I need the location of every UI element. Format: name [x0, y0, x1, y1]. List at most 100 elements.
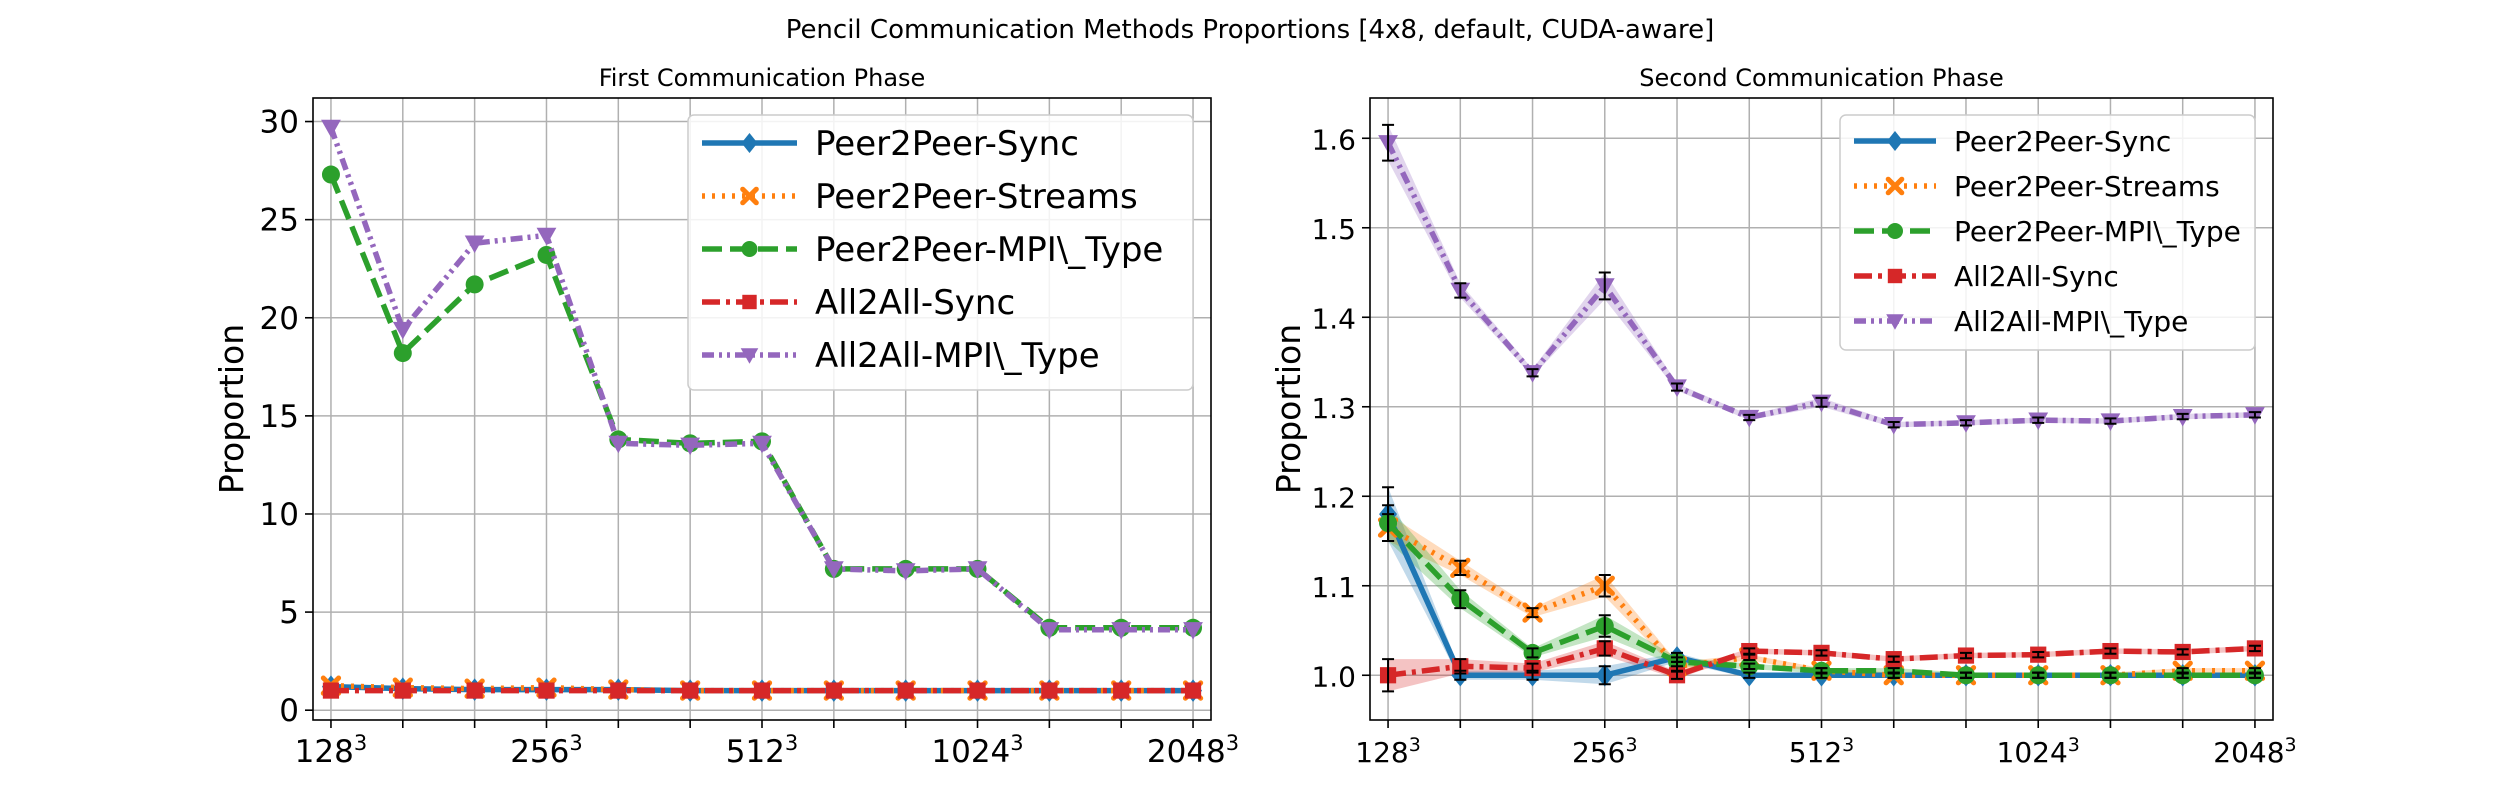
error-bar	[1598, 640, 1611, 657]
legend-label: Peer2Peer-MPI\_Type	[1954, 215, 2241, 248]
error-bar	[1743, 413, 1756, 422]
error-bar	[2248, 411, 2261, 419]
y-tick-label: 1.1	[1311, 571, 1356, 604]
data-point	[466, 682, 483, 699]
error-bar	[1743, 671, 1756, 679]
data-point	[464, 235, 485, 254]
x-tick-label: 5123	[1789, 734, 1855, 769]
y-tick-label: 1.4	[1311, 302, 1356, 335]
x-tick-label: 20483	[1147, 731, 1239, 770]
error-bar	[1454, 589, 1467, 610]
error-bar	[1743, 647, 1756, 655]
error-bar	[1959, 671, 1972, 679]
error-bar	[1815, 396, 1828, 408]
error-bar	[1382, 123, 1395, 162]
error-bar	[1887, 655, 1900, 663]
error-bar	[1671, 656, 1684, 668]
error-bar	[1959, 419, 1972, 427]
panel-title: First Communication Phase	[599, 64, 926, 92]
error-bar	[2176, 412, 2189, 421]
legend-frame	[687, 114, 1194, 391]
error-bar	[1598, 271, 1611, 301]
legend-marker	[742, 294, 757, 310]
legend-label: Peer2Peer-Streams	[1954, 170, 2220, 203]
data-point	[538, 682, 555, 699]
y-tick-label: 5	[279, 595, 299, 631]
error-bar	[1382, 658, 1395, 693]
error-bar	[2032, 650, 2045, 659]
error-bar	[1526, 662, 1539, 674]
x-tick-label: 10243	[931, 731, 1023, 770]
data-point	[680, 437, 701, 456]
y-axis-label: Proportion	[212, 324, 251, 494]
y-tick-label: 1.0	[1311, 660, 1356, 693]
data-point	[393, 344, 412, 363]
data-point	[1041, 682, 1058, 699]
error-bar	[1454, 282, 1467, 299]
error-bar	[1598, 574, 1611, 598]
error-bar	[1887, 667, 1900, 675]
error-bar	[2104, 671, 2117, 679]
error-bar	[2104, 417, 2117, 425]
y-tick-label: 1.5	[1311, 213, 1356, 246]
data-point	[608, 435, 629, 454]
series-5	[321, 119, 1203, 640]
error-bar	[1598, 665, 1611, 686]
error-bar	[2248, 671, 2261, 679]
error-bar	[1671, 382, 1684, 392]
error-bar	[2104, 647, 2117, 655]
data-point	[752, 435, 772, 454]
error-bar	[1454, 658, 1467, 675]
data-point	[1113, 682, 1130, 699]
legend-label: All2All-Sync	[815, 283, 1015, 323]
x-tick-label: 2563	[510, 731, 583, 770]
data-point	[969, 682, 986, 699]
legend-marker	[1886, 314, 1904, 330]
error-bar	[1671, 670, 1684, 680]
data-point	[895, 563, 916, 581]
y-tick-label: 1.6	[1311, 123, 1356, 156]
legend: Peer2Peer-Sync Peer2Peer-Streams Peer2Peer…	[687, 114, 1194, 391]
error-bar	[1454, 559, 1467, 577]
x-tick-label: 1283	[295, 731, 368, 770]
data-point	[394, 682, 411, 699]
error-bar	[2032, 671, 2045, 679]
data-point	[610, 682, 627, 699]
x-tick-label: 10243	[1997, 734, 2080, 769]
chart-panel-2: 1.0 1.1 1.2 1.3 1.4 1.5 1.6 1283 2563 5123 10243 20…	[1269, 64, 2297, 769]
data-point	[1183, 622, 1203, 640]
y-tick-label: 1.3	[1311, 392, 1356, 425]
error-bar	[1743, 662, 1756, 670]
legend-label: All2All-Sync	[1954, 260, 2119, 293]
chart-panel-1: 0 5 10 15 20 25 30 1283 2563 5123 10243 20483 First …	[212, 64, 1239, 770]
legend-label: Peer2Peer-Streams	[815, 177, 1138, 217]
y-axis-label: Proportion	[1269, 324, 1308, 494]
data-point	[1111, 622, 1132, 640]
data-point	[1184, 682, 1202, 699]
legend-marker	[740, 186, 759, 206]
x-tick-label: 20483	[2213, 734, 2296, 769]
data-point	[1039, 622, 1060, 640]
error-bar	[2176, 671, 2189, 679]
legend-frame	[1839, 114, 2256, 351]
data-point	[753, 682, 771, 699]
y-tick-label: 0	[279, 693, 299, 729]
error-bar	[2176, 648, 2189, 656]
legend-label: Peer2Peer-Sync	[815, 124, 1079, 164]
y-tick-label: 20	[260, 301, 299, 337]
data-point	[321, 165, 340, 184]
x-tick-label: 2563	[1572, 734, 1638, 769]
legend-label: All2All-MPI\_Type	[815, 336, 1100, 376]
data-point	[897, 682, 914, 699]
error-bar	[1959, 651, 1972, 660]
error-bar	[2248, 644, 2261, 653]
data-point	[825, 682, 842, 699]
x-tick-label: 5123	[726, 731, 799, 770]
legend-marker	[1887, 223, 1903, 239]
data-point	[392, 321, 413, 340]
data-point	[465, 275, 484, 294]
data-point	[823, 561, 844, 579]
legend-marker	[1885, 176, 1905, 196]
y-tick-label: 1.2	[1311, 481, 1356, 514]
